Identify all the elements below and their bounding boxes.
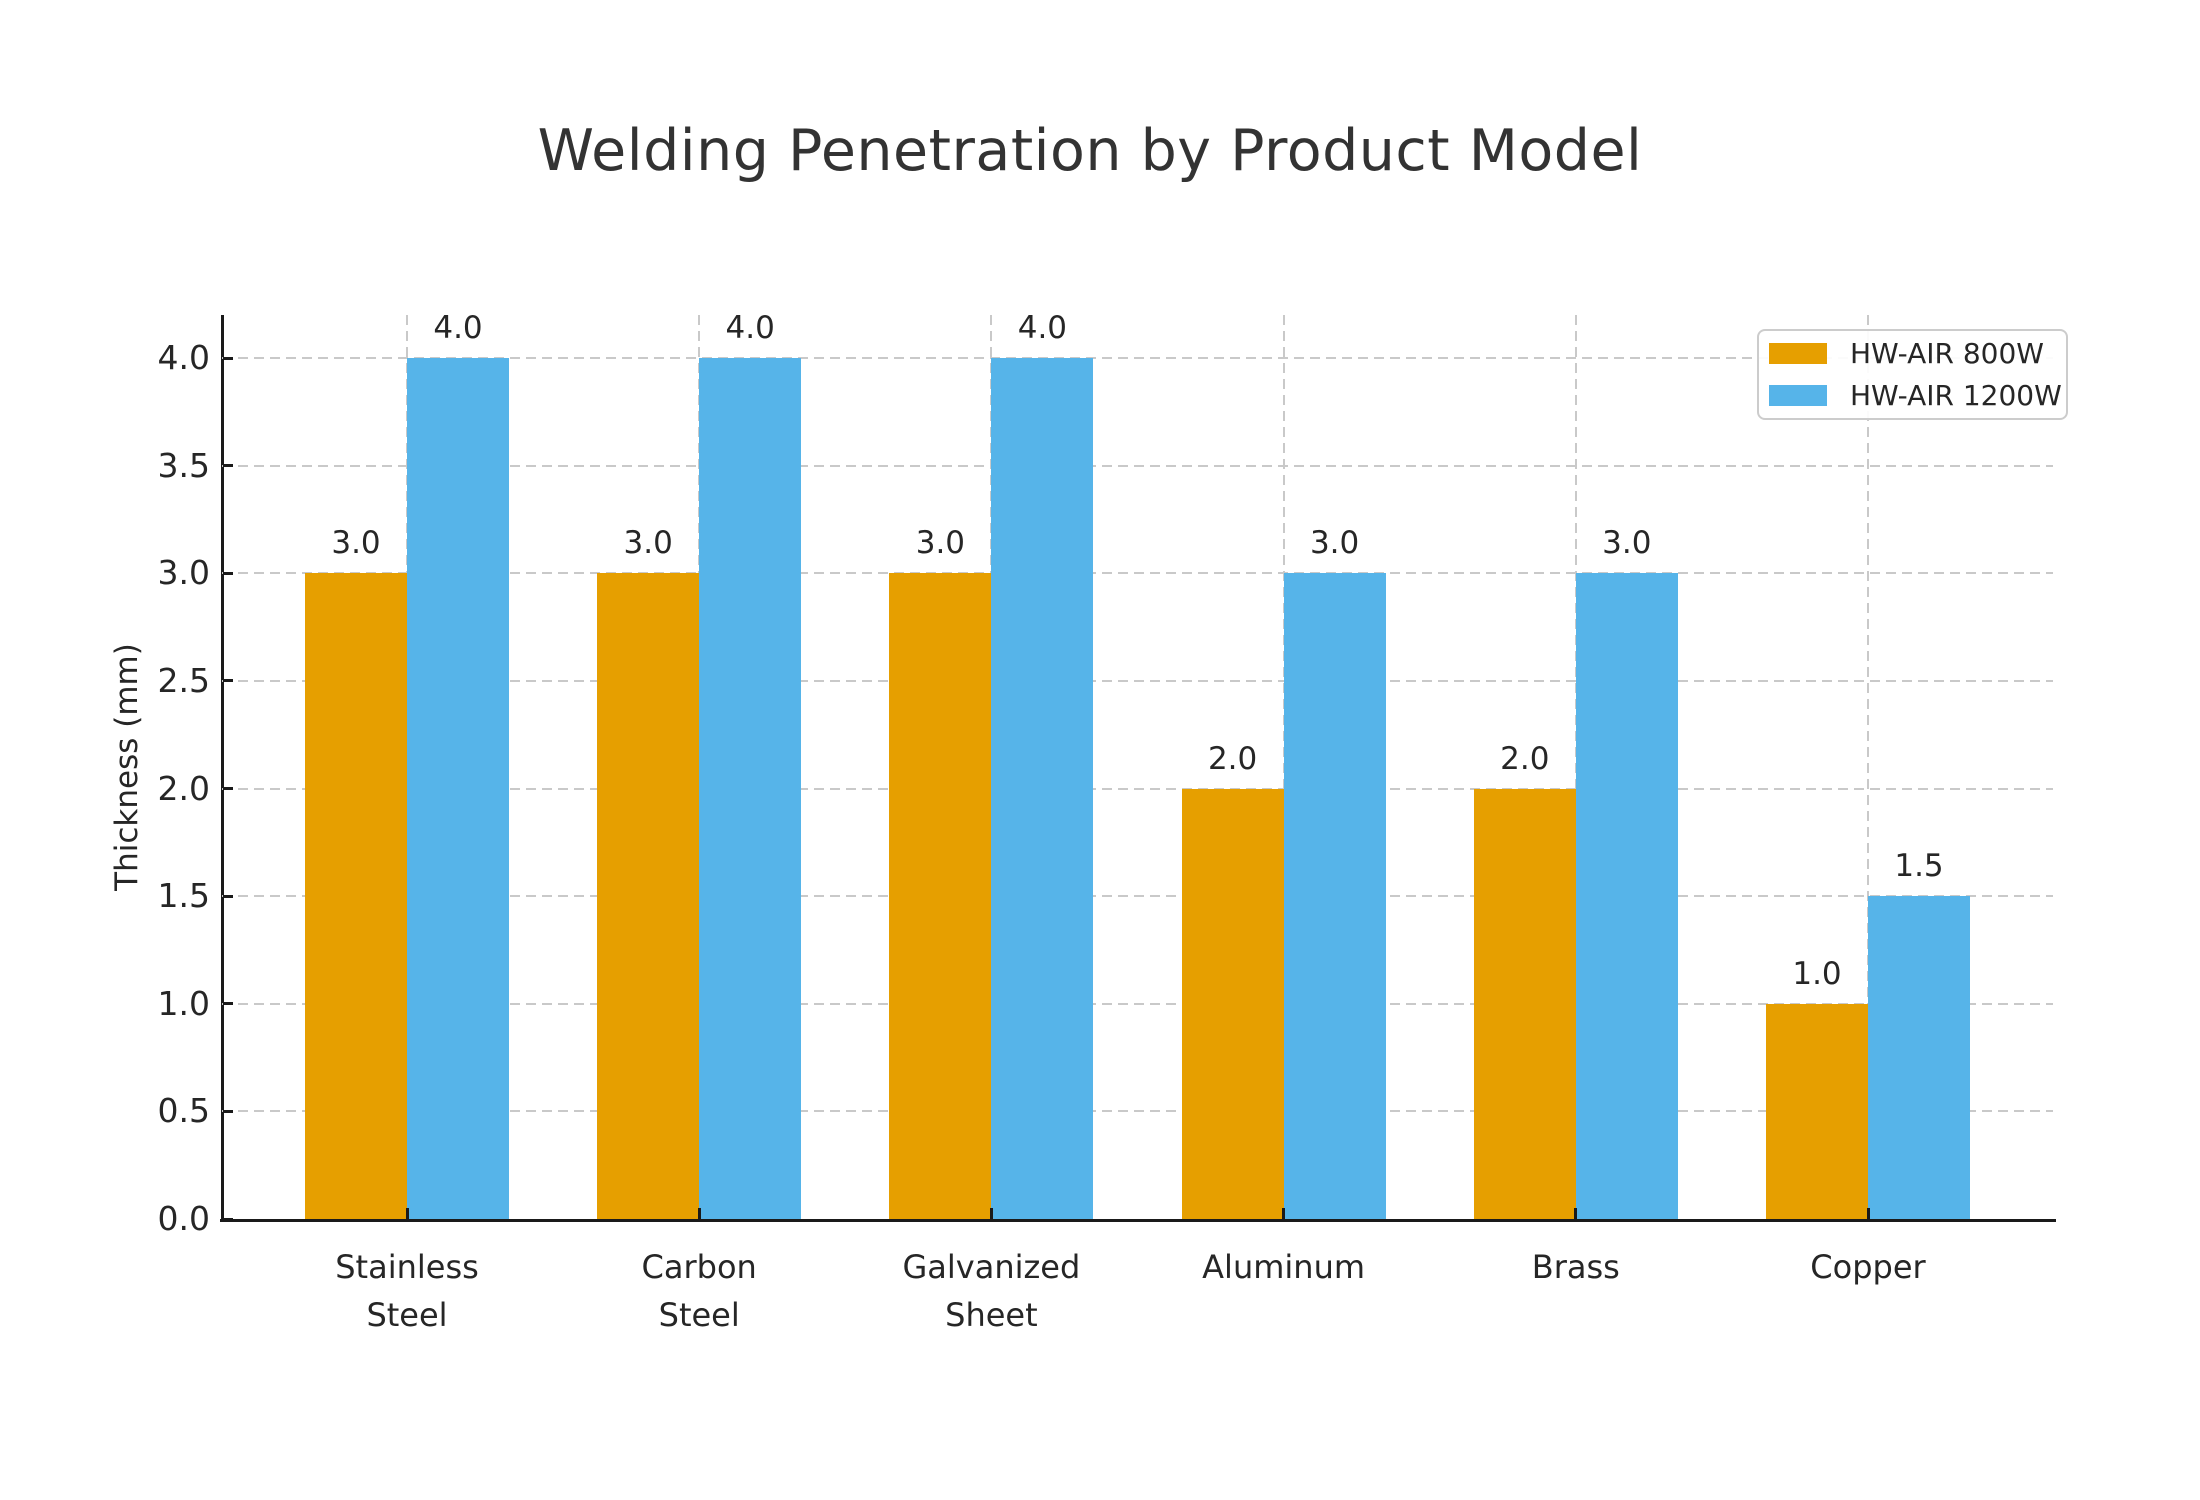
x-gridline	[1867, 315, 1869, 1219]
bar-value-label: 4.0	[725, 310, 775, 347]
y-tick-label: 2.0	[157, 768, 210, 808]
bar-value-label: 1.0	[1792, 955, 1842, 992]
bar-series-1200w	[1283, 573, 1386, 1219]
y-tick-label: 3.5	[157, 445, 210, 485]
bar-value-label: 3.0	[623, 525, 673, 562]
y-gridline	[222, 895, 2053, 898]
bar-value-label: 2.0	[1500, 740, 1550, 777]
y-tick-mark	[223, 787, 233, 791]
y-gridline	[222, 679, 2053, 682]
bar-series-800w	[1181, 788, 1284, 1219]
legend-label: HW-AIR 800W	[1850, 337, 2044, 370]
x-tick-label: Galvanized Sheet	[902, 1248, 1081, 1334]
y-tick-mark	[223, 1109, 233, 1113]
bar-value-label: 4.0	[1017, 310, 1068, 347]
x-tick-mark	[405, 1208, 409, 1219]
y-tick-mark	[223, 464, 233, 468]
x-tick-label: Carbon Steel	[641, 1248, 757, 1334]
legend: HW-AIR 800W HW-AIR 1200W	[1757, 329, 2068, 420]
y-gridline	[222, 357, 2053, 360]
y-gridline	[222, 1110, 2053, 1113]
y-tick-label: 1.5	[157, 876, 210, 916]
y-tick-mark	[223, 571, 233, 575]
y-tick-mark	[223, 356, 233, 360]
bar-series-1200w	[407, 358, 509, 1219]
y-tick-label: 0.0	[157, 1199, 210, 1238]
legend-entry: HW-AIR 800W	[1769, 337, 2066, 370]
bar-value-label: 3.0	[1602, 525, 1652, 562]
bar-series-1200w	[1868, 896, 1970, 1219]
bar-series-800w	[597, 573, 700, 1219]
bar-series-1200w	[699, 358, 802, 1219]
plot-area: 3.0 3.0 3.0 2.0 2.0 1.0 4.0 4.0 4.0 3.0 3.0 1.5	[220, 310, 2056, 1222]
y-gridline	[222, 464, 2053, 467]
y-gridline	[222, 1002, 2053, 1005]
x-tick-label: Copper	[1810, 1248, 1926, 1286]
x-tick-mark	[1574, 1208, 1578, 1219]
bar-series-800w	[305, 573, 407, 1219]
x-axis-spine	[220, 1219, 2056, 1222]
y-tick-mark	[223, 1217, 233, 1221]
bar-value-label: 4.0	[433, 310, 483, 347]
legend-swatch-icon	[1769, 343, 1827, 364]
bar-value-label: 1.5	[1894, 848, 1944, 885]
bar-value-label: 2.0	[1207, 740, 1258, 777]
bar-value-label: 3.0	[915, 525, 966, 562]
y-tick-label: 0.5	[157, 1091, 210, 1131]
y-tick-label: 2.5	[157, 660, 210, 700]
x-tick-mark	[697, 1208, 701, 1219]
y-tick-mark	[223, 1002, 233, 1006]
y-gridline	[222, 572, 2053, 575]
bar-series-1200w	[1575, 573, 1678, 1219]
bar-series-800w	[889, 573, 992, 1219]
x-tick-label: Brass	[1531, 1248, 1620, 1286]
y-tick-mark	[223, 679, 233, 683]
bar-value-label: 3.0	[331, 525, 381, 562]
x-tick-label: Stainless Steel	[335, 1248, 479, 1334]
x-tick-label: Aluminum	[1202, 1248, 1366, 1286]
y-tick-label: 3.0	[157, 553, 210, 593]
y-tick-label: 4.0	[157, 338, 210, 378]
x-tick-mark	[1282, 1208, 1286, 1219]
y-tick-mark	[223, 894, 233, 898]
bar-series-1200w	[991, 358, 1094, 1219]
x-tick-mark	[989, 1208, 993, 1219]
y-axis-spine	[221, 315, 224, 1222]
bar-value-label: 3.0	[1309, 525, 1360, 562]
x-tick-mark	[1866, 1208, 1870, 1219]
bar-series-800w	[1766, 1003, 1868, 1219]
chart-title: Welding Penetration by Product Model	[537, 118, 1643, 184]
legend-swatch-icon	[1769, 385, 1827, 406]
legend-entry: HW-AIR 1200W	[1769, 379, 2066, 412]
bar-series-800w	[1473, 788, 1576, 1219]
legend-label: HW-AIR 1200W	[1850, 379, 2062, 412]
y-gridline	[222, 787, 2053, 790]
y-tick-label: 1.0	[157, 983, 210, 1023]
